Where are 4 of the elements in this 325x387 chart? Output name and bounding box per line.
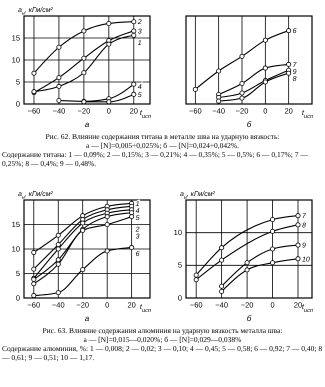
- text: а: [84, 314, 90, 323]
- text: б: [246, 314, 252, 323]
- text: б: [246, 120, 252, 129]
- text: а: [84, 120, 90, 129]
